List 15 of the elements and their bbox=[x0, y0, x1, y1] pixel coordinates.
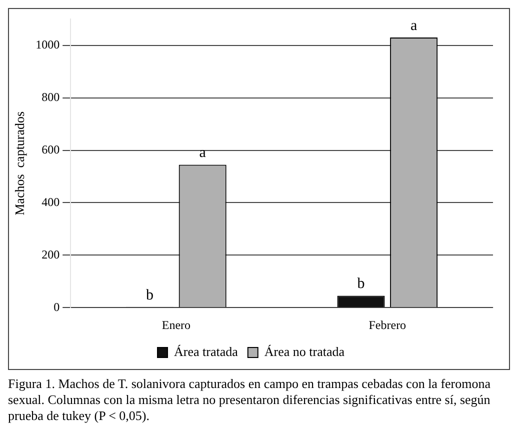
y-tick-label: 200 bbox=[42, 247, 60, 262]
legend-label: Área tratada bbox=[174, 344, 238, 359]
data-label: a bbox=[410, 18, 418, 34]
x-tick-label: Enero bbox=[162, 318, 191, 332]
y-tick-label: 600 bbox=[42, 142, 60, 156]
data-label: b bbox=[357, 276, 365, 292]
y-axis-title: Machos capturados bbox=[12, 111, 28, 216]
y-tick-label: 800 bbox=[42, 90, 60, 104]
x-tick-label: Febrero bbox=[368, 318, 406, 332]
legend-label: Área no tratada bbox=[264, 344, 345, 359]
y-tick-label: 1000 bbox=[36, 38, 60, 52]
y-tick-label: 400 bbox=[42, 194, 60, 209]
data-label: b bbox=[146, 287, 154, 304]
text: Figura 1. Machos de T. solanivora capturados en campo en trampas cebadas con la feromona sexual. Columnas con la misma letra no presentaron diferencias significativas entre sí, según prueba de tukey (P < 0,05). bbox=[8, 376, 492, 424]
y-tick-label: 0 bbox=[54, 300, 60, 314]
